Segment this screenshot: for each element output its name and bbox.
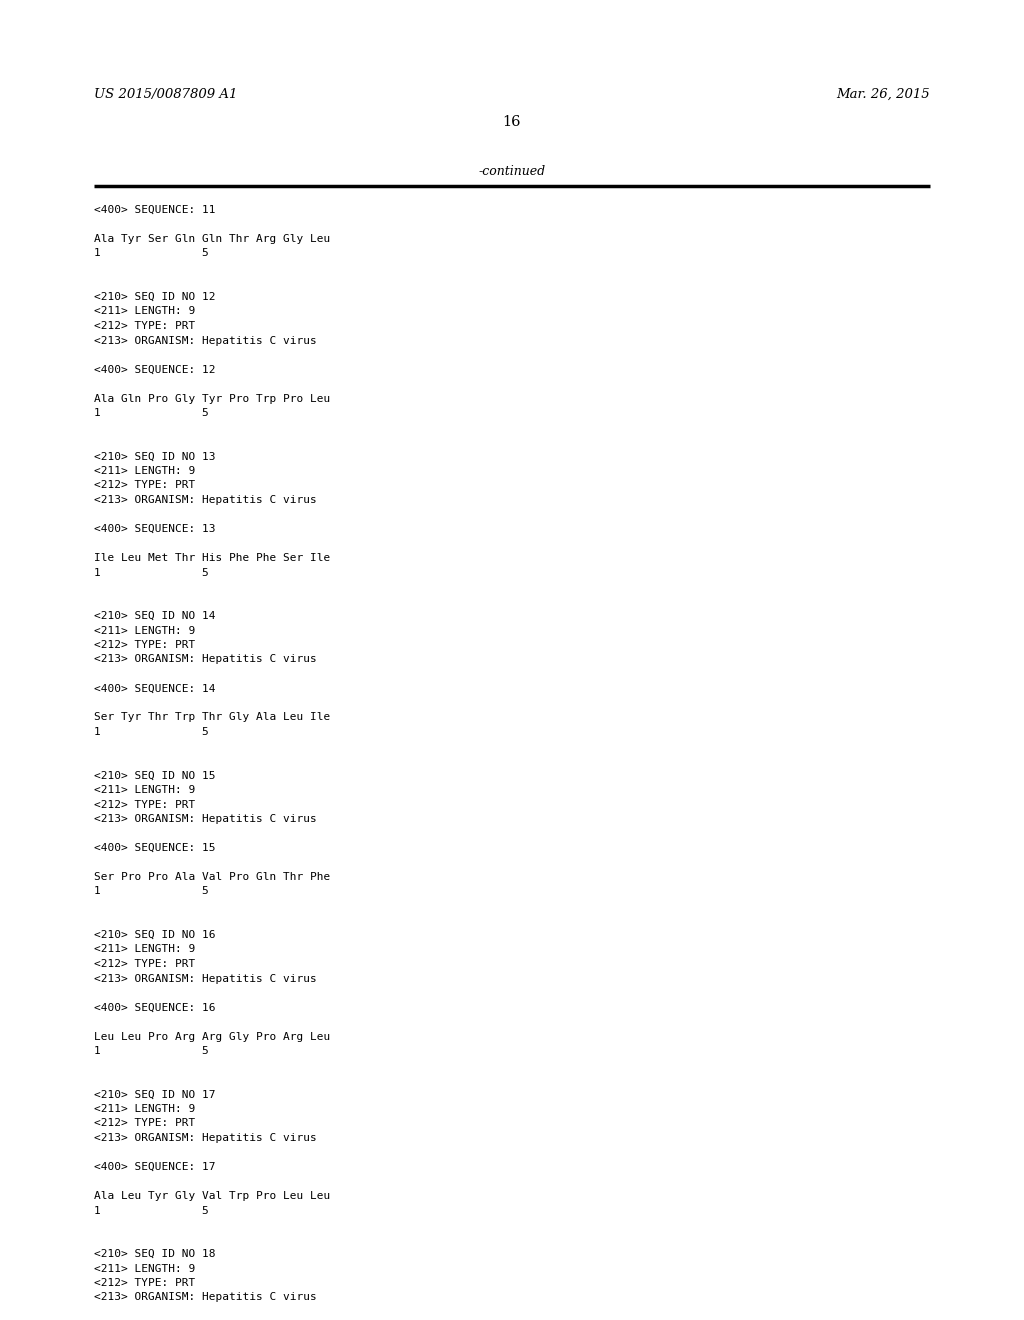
Text: US 2015/0087809 A1: US 2015/0087809 A1: [94, 88, 238, 102]
Text: -continued: -continued: [478, 165, 546, 178]
Text: Leu Leu Pro Arg Arg Gly Pro Arg Leu: Leu Leu Pro Arg Arg Gly Pro Arg Leu: [94, 1031, 331, 1041]
Text: 1               5: 1 5: [94, 408, 209, 418]
Text: <400> SEQUENCE: 16: <400> SEQUENCE: 16: [94, 1002, 215, 1012]
Text: <210> SEQ ID NO 12: <210> SEQ ID NO 12: [94, 292, 215, 302]
Text: <210> SEQ ID NO 17: <210> SEQ ID NO 17: [94, 1089, 215, 1100]
Text: <210> SEQ ID NO 14: <210> SEQ ID NO 14: [94, 611, 215, 620]
Text: <210> SEQ ID NO 13: <210> SEQ ID NO 13: [94, 451, 215, 462]
Text: <400> SEQUENCE: 17: <400> SEQUENCE: 17: [94, 1162, 215, 1172]
Text: <213> ORGANISM: Hepatitis C virus: <213> ORGANISM: Hepatitis C virus: [94, 335, 316, 346]
Text: 1               5: 1 5: [94, 1045, 209, 1056]
Text: <213> ORGANISM: Hepatitis C virus: <213> ORGANISM: Hepatitis C virus: [94, 974, 316, 983]
Text: <211> LENGTH: 9: <211> LENGTH: 9: [94, 626, 196, 635]
Text: <212> TYPE: PRT: <212> TYPE: PRT: [94, 800, 196, 809]
Text: Ile Leu Met Thr His Phe Phe Ser Ile: Ile Leu Met Thr His Phe Phe Ser Ile: [94, 553, 331, 564]
Text: 1               5: 1 5: [94, 568, 209, 578]
Text: <213> ORGANISM: Hepatitis C virus: <213> ORGANISM: Hepatitis C virus: [94, 655, 316, 664]
Text: <400> SEQUENCE: 12: <400> SEQUENCE: 12: [94, 364, 215, 375]
Text: <210> SEQ ID NO 18: <210> SEQ ID NO 18: [94, 1249, 215, 1259]
Text: <212> TYPE: PRT: <212> TYPE: PRT: [94, 321, 196, 331]
Text: <212> TYPE: PRT: <212> TYPE: PRT: [94, 480, 196, 491]
Text: <212> TYPE: PRT: <212> TYPE: PRT: [94, 960, 196, 969]
Text: <400> SEQUENCE: 14: <400> SEQUENCE: 14: [94, 684, 215, 693]
Text: <210> SEQ ID NO 16: <210> SEQ ID NO 16: [94, 931, 215, 940]
Text: <211> LENGTH: 9: <211> LENGTH: 9: [94, 945, 196, 954]
Text: Ser Tyr Thr Trp Thr Gly Ala Leu Ile: Ser Tyr Thr Trp Thr Gly Ala Leu Ile: [94, 713, 331, 722]
Text: 1               5: 1 5: [94, 727, 209, 737]
Text: 1               5: 1 5: [94, 1205, 209, 1216]
Text: Ser Pro Pro Ala Val Pro Gln Thr Phe: Ser Pro Pro Ala Val Pro Gln Thr Phe: [94, 873, 331, 882]
Text: <213> ORGANISM: Hepatitis C virus: <213> ORGANISM: Hepatitis C virus: [94, 814, 316, 824]
Text: <213> ORGANISM: Hepatitis C virus: <213> ORGANISM: Hepatitis C virus: [94, 1292, 316, 1303]
Text: 16: 16: [503, 115, 521, 129]
Text: <213> ORGANISM: Hepatitis C virus: <213> ORGANISM: Hepatitis C virus: [94, 495, 316, 506]
Text: Mar. 26, 2015: Mar. 26, 2015: [837, 88, 930, 102]
Text: <211> LENGTH: 9: <211> LENGTH: 9: [94, 785, 196, 795]
Text: <211> LENGTH: 9: <211> LENGTH: 9: [94, 1263, 196, 1274]
Text: <211> LENGTH: 9: <211> LENGTH: 9: [94, 306, 196, 317]
Text: Ala Gln Pro Gly Tyr Pro Trp Pro Leu: Ala Gln Pro Gly Tyr Pro Trp Pro Leu: [94, 393, 331, 404]
Text: <400> SEQUENCE: 13: <400> SEQUENCE: 13: [94, 524, 215, 535]
Text: <212> TYPE: PRT: <212> TYPE: PRT: [94, 640, 196, 649]
Text: <400> SEQUENCE: 11: <400> SEQUENCE: 11: [94, 205, 215, 215]
Text: <213> ORGANISM: Hepatitis C virus: <213> ORGANISM: Hepatitis C virus: [94, 1133, 316, 1143]
Text: <210> SEQ ID NO 15: <210> SEQ ID NO 15: [94, 771, 215, 780]
Text: 1               5: 1 5: [94, 887, 209, 896]
Text: <211> LENGTH: 9: <211> LENGTH: 9: [94, 466, 196, 477]
Text: <211> LENGTH: 9: <211> LENGTH: 9: [94, 1104, 196, 1114]
Text: <400> SEQUENCE: 15: <400> SEQUENCE: 15: [94, 843, 215, 853]
Text: Ala Leu Tyr Gly Val Trp Pro Leu Leu: Ala Leu Tyr Gly Val Trp Pro Leu Leu: [94, 1191, 331, 1201]
Text: 1               5: 1 5: [94, 248, 209, 259]
Text: <212> TYPE: PRT: <212> TYPE: PRT: [94, 1278, 196, 1288]
Text: <212> TYPE: PRT: <212> TYPE: PRT: [94, 1118, 196, 1129]
Text: Ala Tyr Ser Gln Gln Thr Arg Gly Leu: Ala Tyr Ser Gln Gln Thr Arg Gly Leu: [94, 234, 331, 244]
